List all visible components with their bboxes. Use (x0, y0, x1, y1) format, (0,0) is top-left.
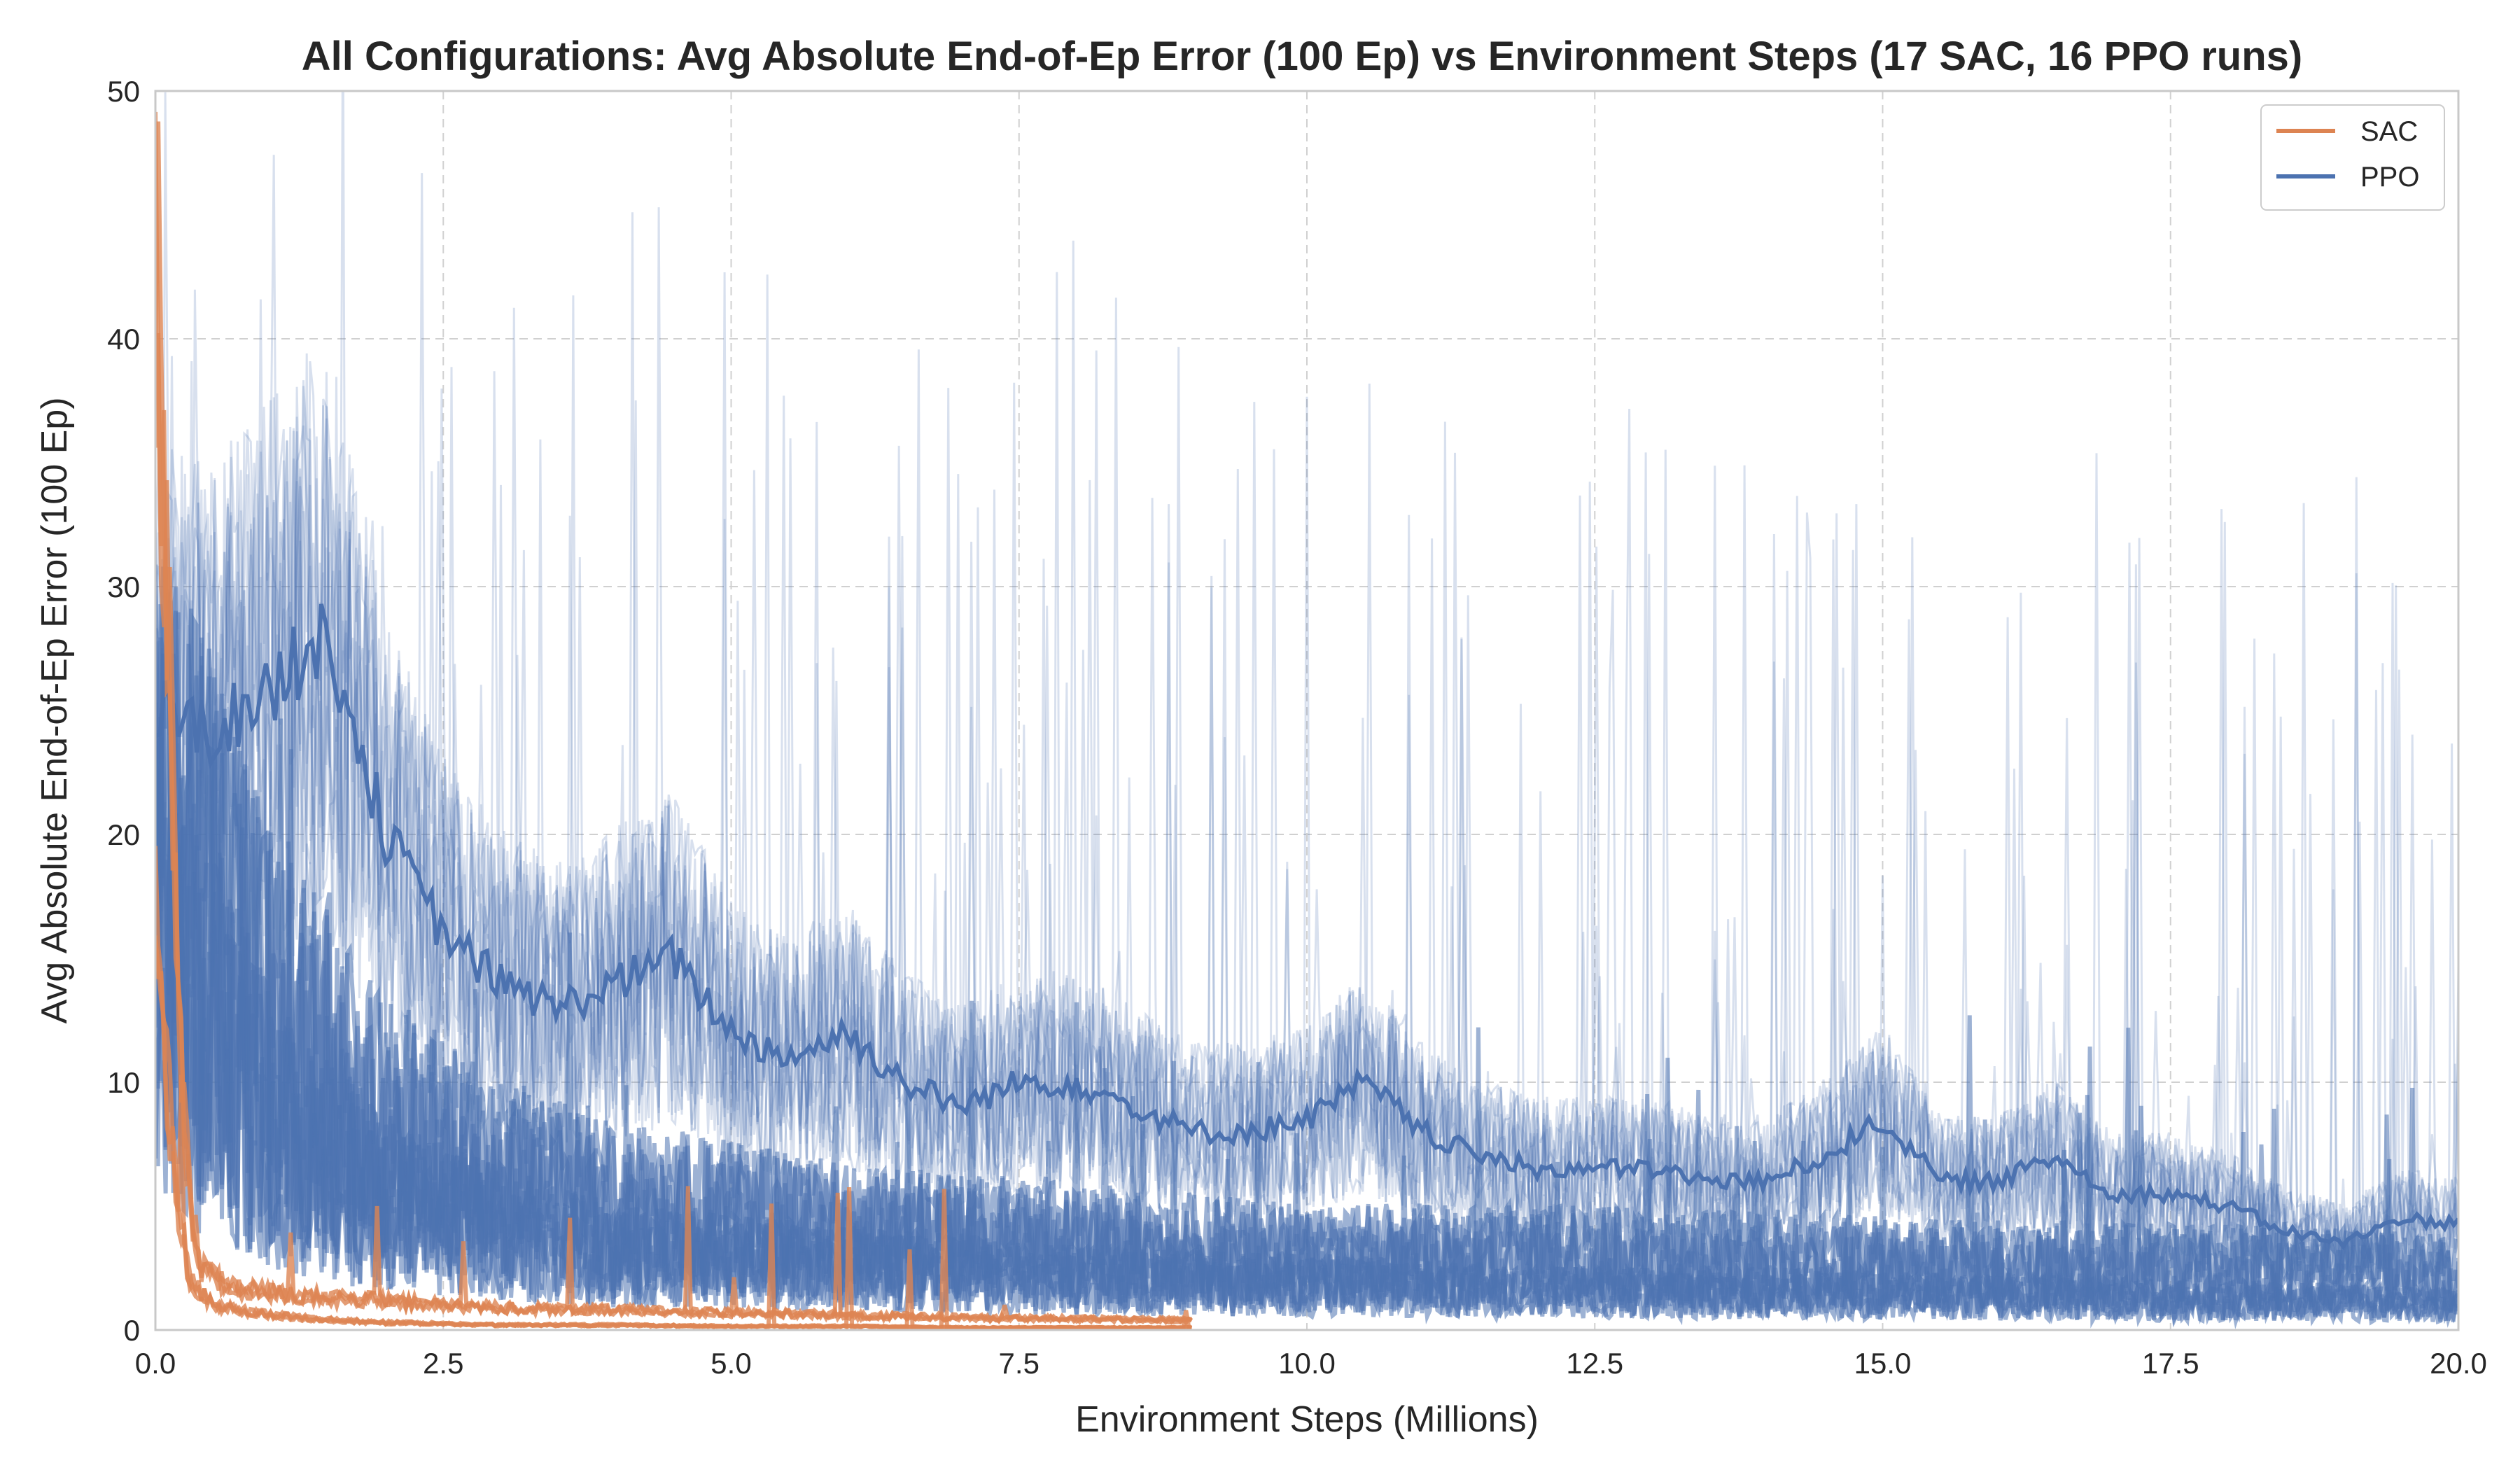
y-axis-label: Avg Absolute End-of-Ep Error (100 Ep) (34, 397, 75, 1023)
ppo-run-faint (155, 274, 2458, 1280)
ppo-run-faint (155, 346, 2458, 1275)
x-tick-label: 2.5 (423, 1347, 463, 1380)
x-tick-label: 7.5 (999, 1347, 1040, 1380)
legend-sac-label: SAC (2360, 116, 2418, 147)
ppo-run-faint (155, 388, 2458, 1282)
ppo-run-faint (155, 91, 2458, 1278)
ppo-run-faint (155, 155, 2458, 1278)
y-tick-label: 10 (107, 1066, 140, 1099)
legend: SAC PPO (2260, 104, 2445, 211)
y-tick-label: 30 (107, 570, 140, 603)
y-tick-label: 40 (107, 323, 140, 356)
x-axis: 0.0 2.5 5.0 7.5 10.0 12.5 15.0 17.5 20.0 (135, 1347, 2487, 1380)
ppo-run-faint (155, 360, 2458, 1278)
y-tick-label: 0 (124, 1314, 140, 1347)
x-tick-label: 0.0 (135, 1347, 176, 1380)
data-area (155, 91, 2458, 1330)
x-tick-label: 12.5 (1566, 1347, 1623, 1380)
ppo-run-faint (155, 92, 2458, 1274)
legend-ppo-label: PPO (2360, 162, 2419, 192)
plot-frame (154, 90, 2460, 1331)
x-tick-label: 10.0 (1278, 1347, 1336, 1380)
y-tick-label: 50 (107, 75, 140, 108)
grid (155, 91, 2458, 1330)
x-tick-label: 17.5 (2142, 1347, 2199, 1380)
ppo-run-faint (155, 207, 2458, 1275)
ppo-run-faint (155, 173, 2458, 1272)
chart-title: All Configurations: Avg Absolute End-of-… (302, 34, 2302, 79)
x-tick-label: 5.0 (710, 1347, 751, 1380)
y-axis: 0 10 20 30 40 50 (107, 75, 140, 1347)
ppo-run-faint (155, 367, 2458, 1278)
sac-run (155, 121, 1194, 1326)
sac-run (155, 935, 1193, 1330)
x-tick-label: 20.0 (2430, 1347, 2487, 1380)
x-axis-label: Environment Steps (Millions) (1075, 1399, 1539, 1440)
x-tick-label: 15.0 (1854, 1347, 1912, 1380)
y-tick-label: 20 (107, 818, 140, 851)
ppo-run-band (155, 702, 2458, 1325)
ppo-run-main (155, 603, 2458, 1250)
ppo-run-faint (155, 383, 2458, 1282)
